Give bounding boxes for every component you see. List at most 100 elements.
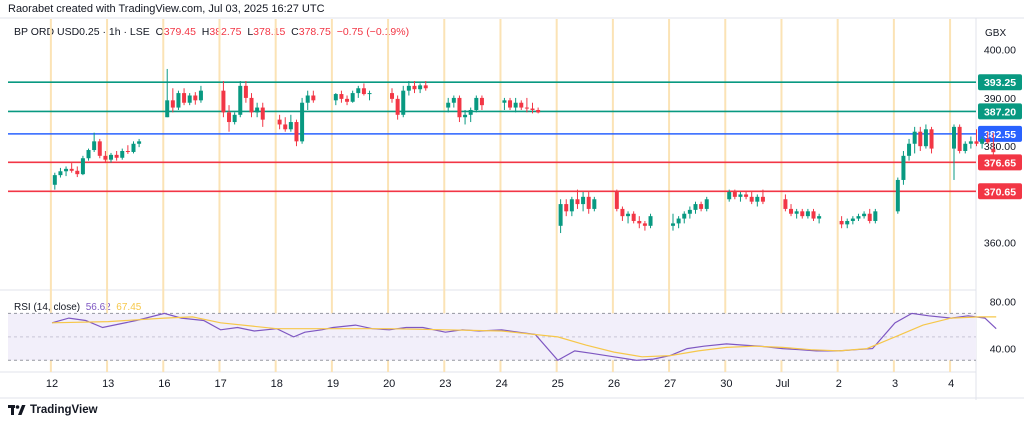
- candle-body: [592, 199, 597, 209]
- change-value: −0.75 (−0.19%): [336, 26, 410, 38]
- x-tick-label: 26: [608, 378, 620, 390]
- level-label: 382.55: [984, 129, 1016, 141]
- candle-body: [345, 98, 350, 102]
- candle-body: [260, 107, 265, 120]
- candle-body: [502, 100, 507, 103]
- candle-body: [614, 192, 619, 209]
- candle-body: [744, 194, 749, 197]
- close-label: C: [291, 26, 299, 38]
- candle-body: [75, 170, 80, 175]
- rsi-label: RSI (14, close): [14, 302, 81, 313]
- candle-body: [974, 141, 979, 144]
- candle-body: [980, 138, 985, 144]
- candle-body: [311, 95, 316, 101]
- x-tick-label: 2: [836, 378, 842, 390]
- candle-body: [530, 108, 535, 110]
- candle-body: [749, 196, 754, 202]
- candle-body: [255, 107, 260, 113]
- candle-body: [699, 204, 704, 209]
- candle-body: [968, 141, 973, 144]
- candle-body: [350, 93, 355, 102]
- x-tick-label: 18: [271, 378, 283, 390]
- tradingview-logo-text: TradingView: [30, 404, 98, 416]
- x-tick-label: 12: [46, 378, 58, 390]
- rsi-ma-line: [51, 316, 997, 358]
- candle-body: [637, 220, 642, 224]
- symbol-legend: BP ORD USD0.25 · 1h · LSE O379.45 H382.7…: [14, 26, 409, 38]
- level-label-box: [978, 154, 1022, 171]
- rsi-y-tick-label: 40.00: [990, 344, 1016, 356]
- candle-body: [474, 97, 479, 110]
- candle-body: [390, 93, 395, 99]
- candle-body: [957, 126, 962, 151]
- candle-body: [901, 155, 906, 180]
- candle-body: [395, 98, 400, 115]
- level-label: 376.65: [984, 157, 1016, 169]
- candle-body: [86, 150, 91, 159]
- candle-body: [479, 97, 484, 106]
- candle-body: [789, 208, 794, 214]
- candle-body: [682, 213, 687, 219]
- candle-body: [929, 129, 934, 149]
- open-label: O: [155, 26, 164, 38]
- candle-body: [648, 216, 653, 226]
- candle-body: [862, 213, 867, 217]
- candle-body: [170, 100, 175, 108]
- candle-body: [243, 85, 248, 98]
- candle-body: [676, 218, 681, 224]
- candle-body: [300, 102, 305, 142]
- candle-body: [524, 107, 529, 109]
- candle-body: [193, 95, 198, 101]
- candle-body: [120, 151, 125, 158]
- candle-body: [991, 148, 996, 153]
- low-value: 378.15: [253, 26, 286, 38]
- open-value: 379.45: [163, 26, 196, 38]
- candle-body: [232, 114, 237, 123]
- x-tick-label: 30: [720, 378, 732, 390]
- candle-body: [575, 199, 580, 205]
- candle-body: [451, 97, 456, 103]
- x-tick-label: 20: [383, 378, 395, 390]
- candle-body: [52, 175, 57, 185]
- candle-body: [918, 131, 923, 147]
- candle-body: [907, 143, 912, 156]
- candle-body: [238, 85, 243, 115]
- level-label: 370.65: [984, 186, 1016, 198]
- candle-body: [406, 85, 411, 91]
- x-tick-label: 4: [948, 378, 954, 390]
- candle-body: [401, 90, 406, 115]
- currency-label: GBX: [985, 28, 1007, 39]
- candle-body: [732, 192, 737, 197]
- close-value: 378.75: [298, 26, 331, 38]
- price-chart[interactable]: 12 13 16 17 18 19 20 23 24 25 26 27 30 Jul 2 3 4400.0039…: [0, 0, 1024, 400]
- candle-body: [305, 95, 310, 103]
- candle-body: [277, 119, 282, 125]
- candle-body: [963, 143, 968, 151]
- level-label-box: [978, 74, 1022, 91]
- x-tick-label: 3: [892, 378, 898, 390]
- candle-body: [468, 109, 473, 115]
- candle-body: [69, 168, 74, 171]
- candle-body: [805, 211, 810, 217]
- x-tick-label: 19: [327, 378, 339, 390]
- candle-body: [727, 192, 732, 200]
- candle-body: [586, 196, 591, 209]
- candle-body: [693, 204, 698, 210]
- candle-body: [895, 179, 900, 212]
- candle-body: [182, 93, 187, 103]
- candle-body: [760, 196, 765, 202]
- candle-body: [249, 97, 254, 113]
- candle-body: [845, 220, 850, 225]
- candle-body: [783, 199, 788, 209]
- tradingview-logo-icon: [8, 405, 26, 415]
- tradingview-logo[interactable]: TradingView: [8, 404, 98, 416]
- rsi-value: 56.62: [85, 302, 111, 313]
- candle-body: [339, 94, 344, 99]
- candle-body: [114, 154, 119, 158]
- candle-body: [569, 199, 574, 212]
- candle-body: [985, 138, 990, 143]
- x-tick-label: 16: [158, 378, 170, 390]
- candle-body: [418, 85, 423, 90]
- candle-body: [463, 114, 468, 118]
- candle-body: [508, 100, 513, 108]
